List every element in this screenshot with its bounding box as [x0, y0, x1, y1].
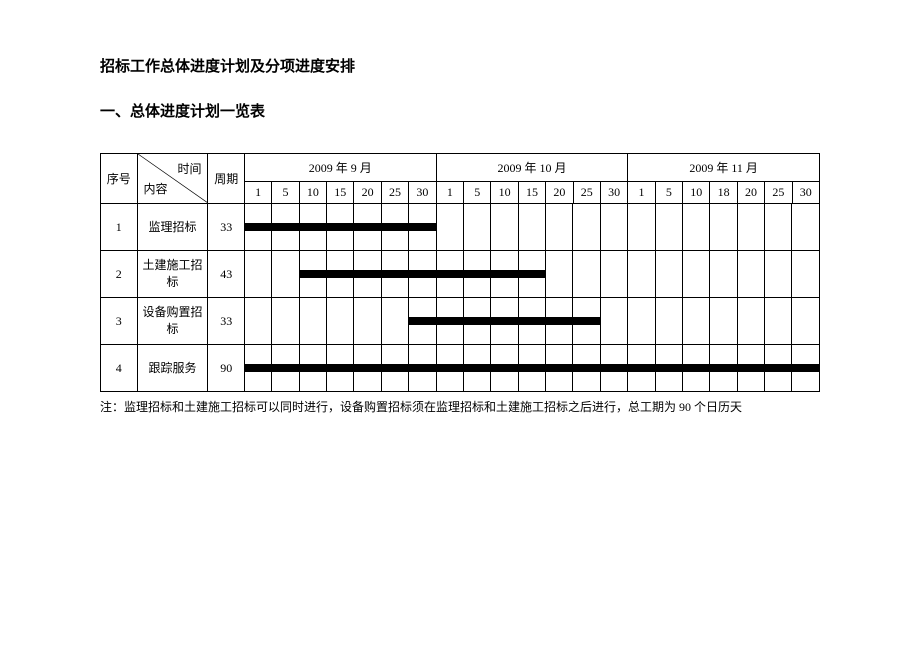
header-month-2: 2009 年 10 月 — [436, 154, 628, 182]
gantt-bar — [245, 364, 819, 372]
cell-seq: 3 — [101, 298, 138, 345]
cell-bar-area — [244, 298, 819, 345]
header-day-cell: 5 — [272, 182, 299, 204]
table-row: 1监理招标33 — [101, 204, 820, 251]
section-subtitle: 一、总体进度计划一览表 — [100, 100, 820, 121]
header-day-cell: 25 — [381, 182, 408, 204]
header-day-cell: 25 — [765, 182, 792, 204]
cell-content: 土建施工招标 — [137, 251, 208, 298]
header-content-label: 内容 — [144, 180, 168, 197]
header-day-cell: 30 — [792, 182, 819, 204]
document-title: 招标工作总体进度计划及分项进度安排 — [100, 55, 820, 76]
gantt-bar — [245, 223, 436, 231]
cell-content: 跟踪服务 — [137, 345, 208, 392]
header-month-1: 2009 年 9 月 — [244, 154, 436, 182]
header-period: 周期 — [208, 154, 245, 204]
gantt-bar — [300, 270, 546, 278]
table-row: 2土建施工招标43 — [101, 251, 820, 298]
table-row: 4跟踪服务90 — [101, 345, 820, 392]
gantt-table: 序号 时间 内容 周期 2009 年 9 月 2009 年 10 月 2009 … — [100, 153, 820, 392]
header-day-cell: 10 — [683, 182, 710, 204]
header-time-label: 时间 — [177, 160, 201, 177]
header-day-cell: 1 — [436, 182, 463, 204]
header-day-cell: 1 — [244, 182, 271, 204]
header-day-cell: 10 — [299, 182, 326, 204]
cell-period: 33 — [208, 204, 245, 251]
cell-content: 设备购置招标 — [137, 298, 208, 345]
header-month-3: 2009 年 11 月 — [628, 154, 820, 182]
cell-bar-area — [244, 204, 819, 251]
cell-seq: 1 — [101, 204, 138, 251]
header-day-cell: 25 — [573, 182, 600, 204]
header-day-cell: 10 — [491, 182, 518, 204]
cell-seq: 2 — [101, 251, 138, 298]
cell-period: 33 — [208, 298, 245, 345]
cell-bar-area — [244, 345, 819, 392]
header-day-cell: 5 — [655, 182, 682, 204]
header-day-cell: 1 — [628, 182, 655, 204]
header-day-cell: 5 — [464, 182, 491, 204]
header-day-cell: 20 — [546, 182, 573, 204]
header-day-cell: 30 — [600, 182, 627, 204]
gantt-body: 1监理招标332土建施工招标433设备购置招标334跟踪服务90 — [101, 204, 820, 392]
header-day-cell: 20 — [737, 182, 764, 204]
gantt-bar — [409, 317, 600, 325]
footnote: 注：监理招标和土建施工招标可以同时进行，设备购置招标须在监理招标和土建施工招标之… — [100, 398, 820, 416]
header-seq: 序号 — [101, 154, 138, 204]
table-row: 3设备购置招标33 — [101, 298, 820, 345]
header-day-cell: 30 — [409, 182, 436, 204]
cell-period: 43 — [208, 251, 245, 298]
header-day-cell: 15 — [518, 182, 545, 204]
header-day-cell: 20 — [354, 182, 381, 204]
header-day-cell: 18 — [710, 182, 737, 204]
cell-period: 90 — [208, 345, 245, 392]
cell-seq: 4 — [101, 345, 138, 392]
cell-content: 监理招标 — [137, 204, 208, 251]
cell-bar-area — [244, 251, 819, 298]
header-day-cell: 15 — [327, 182, 354, 204]
header-diag-cell: 时间 内容 — [137, 154, 208, 204]
